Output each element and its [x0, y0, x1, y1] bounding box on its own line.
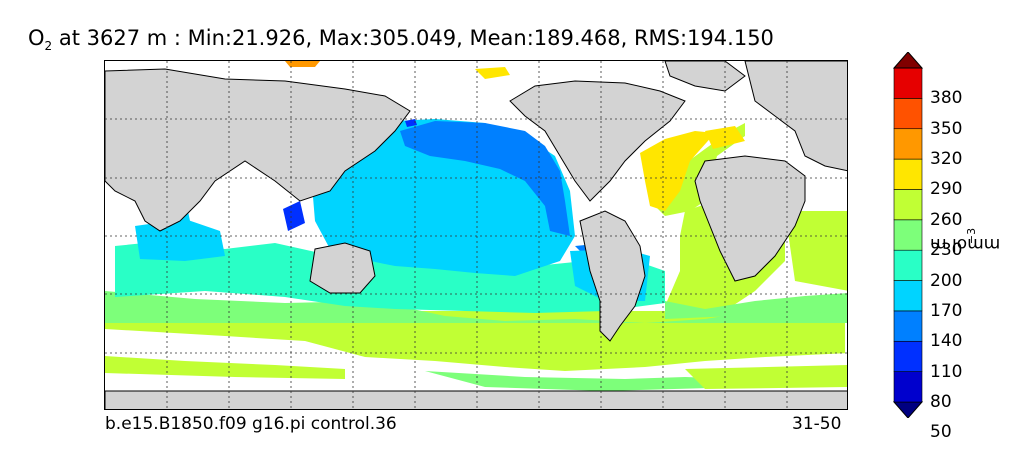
south-atlantic-200	[665, 293, 847, 319]
eastern-eurasia	[744, 61, 847, 172]
map-panel	[104, 60, 848, 410]
north-atlantic-260	[640, 131, 715, 211]
colorbar-tick-label: 350	[930, 118, 963, 139]
arctic-260-patch	[475, 67, 510, 79]
colorbar-level-box	[893, 340, 923, 372]
colorbar-level-box	[893, 158, 923, 190]
colorbar-extend-high	[893, 52, 923, 69]
antarctic-atlantic-band	[685, 365, 847, 389]
southeast-atlantic-230	[785, 211, 847, 291]
colorbar-tick-label: 380	[930, 88, 963, 109]
colorbar-levels	[893, 52, 923, 418]
title-variable-subscript: 2	[44, 39, 53, 54]
colorbar-level-box	[893, 98, 923, 130]
north-america	[509, 80, 686, 202]
colorbar-level-box	[893, 219, 923, 251]
arctic-290-patch	[285, 61, 320, 67]
colorbar-tick-label: 200	[930, 270, 963, 291]
colorbar-tick-label: 170	[930, 300, 963, 321]
colorbar-level-box	[893, 371, 923, 403]
colorbar-level-box	[893, 128, 923, 160]
colorbar-extend-low	[893, 401, 923, 418]
colorbar-unit-label: mmol m −3	[930, 228, 1000, 256]
antarctica	[105, 390, 847, 409]
colorbar-tick-label: 140	[930, 331, 963, 352]
colorbar-level-box	[893, 280, 923, 312]
colorbar-level-box	[893, 310, 923, 342]
colorbar-tick-label: 320	[930, 149, 963, 170]
ocean-map	[105, 61, 847, 409]
title-statistics: at 3627 m : Min:21.926, Max:305.049, Mea…	[52, 26, 774, 50]
eurasia	[105, 68, 411, 232]
australia	[309, 242, 376, 294]
colorbar-tick-label: 50	[930, 422, 952, 443]
south-subantarctic-band	[105, 291, 847, 323]
colorbar-level-box	[893, 249, 923, 281]
map-title: O2 at 3627 m : Min:21.926, Max:305.049, …	[28, 26, 774, 53]
map-gridlines	[105, 61, 847, 409]
southern-170-region	[115, 241, 665, 313]
colorbar-level-box	[893, 189, 923, 221]
colorbar-tick-label: 290	[930, 179, 963, 200]
pacific-80-patch	[405, 119, 417, 127]
colorbar-tick-label: 230	[930, 240, 963, 261]
unit-base: mmol m	[930, 234, 1001, 255]
colorbar-tick-label: 80	[930, 392, 952, 412]
indonesia-80-patch	[283, 201, 305, 231]
colorbar-tick-label: 110	[930, 361, 963, 382]
africa	[694, 155, 806, 282]
title-variable: O	[28, 26, 45, 50]
colorbar-level-box	[893, 67, 923, 99]
case-name-label: b.e15.B1850.f09 g16.pi control.36	[105, 414, 397, 434]
year-range-label: 31-50	[792, 414, 842, 434]
colorbar	[893, 52, 923, 418]
colorbar-tick-label: 260	[930, 209, 963, 230]
south-pacific-band	[105, 356, 345, 379]
antarctic-band	[425, 371, 745, 391]
south-america	[579, 210, 646, 342]
north-pacific-110	[400, 121, 570, 236]
land	[105, 61, 847, 409]
